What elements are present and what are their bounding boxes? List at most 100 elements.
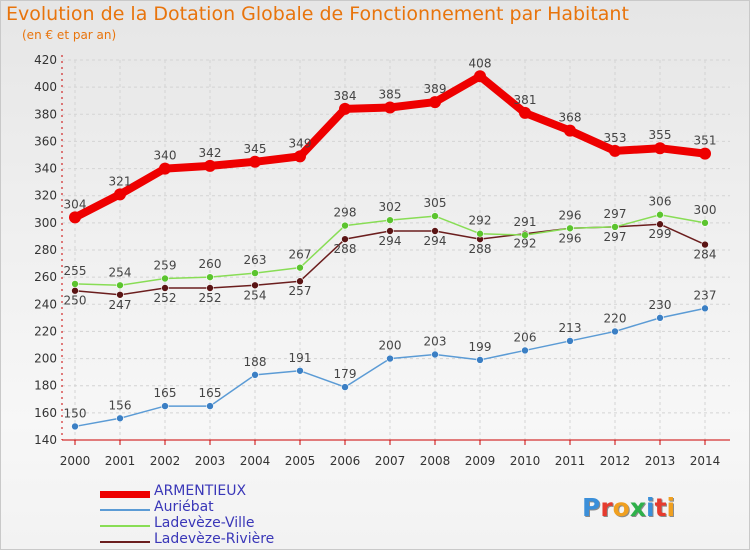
data-point: [384, 101, 396, 114]
x-tick-label: 2009: [465, 454, 496, 468]
data-point: [701, 240, 709, 249]
data-label: 203: [424, 335, 447, 349]
data-point: [611, 223, 619, 231]
legend-label-armentieux: ARMENTIEUX: [154, 483, 247, 499]
data-point: [116, 414, 124, 423]
data-point: [206, 273, 214, 281]
data-point: [564, 124, 576, 137]
data-label: 200: [379, 339, 402, 353]
data-point: [161, 402, 169, 410]
data-label: 206: [514, 330, 537, 344]
y-tick-label: 140: [34, 433, 57, 447]
data-point: [161, 274, 169, 283]
legend-label-auriebat: Auriébat: [154, 499, 214, 515]
x-tick-label: 2007: [375, 454, 406, 468]
y-axis-ticks: 140 160 180 200 220 240 260 280 300 320 340 360 380 4…: [34, 53, 57, 447]
data-point: [519, 106, 531, 119]
data-point: [296, 366, 304, 375]
data-label: 255: [64, 264, 87, 278]
y-tick-label: 360: [34, 134, 57, 148]
data-label: 237: [694, 288, 717, 302]
x-tick-label: 2014: [690, 454, 721, 468]
x-tick-label: 2003: [195, 454, 226, 468]
data-point: [699, 147, 711, 160]
y-tick-label: 180: [34, 379, 57, 393]
data-label: 291: [514, 215, 537, 229]
x-tick-label: 2005: [285, 454, 316, 468]
data-point: [431, 350, 439, 359]
data-point: [476, 356, 484, 364]
y-tick-label: 160: [34, 406, 57, 420]
data-label: 321: [109, 174, 132, 188]
x-tick-label: 2013: [645, 454, 676, 468]
data-label: 384: [334, 89, 357, 103]
y-tick-label: 300: [34, 216, 57, 230]
grid: [62, 59, 730, 441]
data-point: [656, 220, 664, 229]
legend-swatch-auriebat: [100, 509, 150, 511]
data-point: [656, 314, 664, 322]
data-label: 302: [379, 200, 402, 214]
data-label: 288: [469, 242, 492, 256]
data-point: [341, 235, 349, 243]
x-tick-label: 2004: [240, 454, 271, 468]
data-point: [296, 277, 304, 286]
data-label: 355: [649, 128, 672, 142]
data-label: 156: [109, 398, 132, 412]
x-axis-ticks: 2000 2001 2002 2003 2004 2005 2006 2007 2008 2009…: [60, 440, 721, 468]
data-label: 213: [559, 321, 582, 335]
data-point: [521, 231, 529, 239]
data-point: [431, 227, 439, 235]
data-label: 220: [604, 311, 627, 325]
data-point: [206, 284, 214, 292]
data-label: 179: [334, 367, 357, 381]
data-label: 284: [694, 248, 717, 262]
y-tick-label: 260: [34, 270, 57, 284]
data-point: [251, 371, 259, 379]
y-tick-label: 380: [34, 107, 57, 121]
data-point: [71, 422, 79, 431]
data-label: 381: [514, 93, 537, 107]
data-point: [161, 284, 169, 292]
y-tick-label: 240: [34, 297, 57, 311]
y-tick-label: 340: [34, 162, 57, 176]
data-point: [611, 327, 619, 336]
data-label: 368: [559, 111, 582, 125]
data-label: 304: [64, 197, 87, 211]
data-label: 300: [694, 203, 717, 217]
x-tick-label: 2001: [105, 454, 136, 468]
data-label: 296: [559, 208, 582, 222]
data-label: 252: [154, 291, 177, 305]
proxiti-logo: Proxiti: [582, 493, 676, 522]
legend-label-ladeveze-ville: Ladevèze-Ville: [154, 515, 255, 531]
y-tick-label: 200: [34, 352, 57, 366]
data-point: [701, 219, 709, 227]
data-label: 296: [559, 231, 582, 245]
data-point: [341, 383, 349, 391]
x-tick-label: 2012: [600, 454, 631, 468]
data-point: [116, 290, 124, 299]
y-tick-label: 320: [34, 189, 57, 203]
data-point: [116, 281, 124, 290]
data-point: [476, 229, 484, 238]
data-label: 408: [469, 56, 492, 70]
data-label: 263: [244, 253, 267, 267]
data-point: [386, 227, 394, 235]
data-point: [251, 269, 259, 277]
x-tick-label: 2010: [510, 454, 541, 468]
data-label: 165: [154, 386, 177, 400]
data-point: [339, 102, 351, 115]
data-point: [204, 159, 216, 172]
data-label: 165: [199, 386, 222, 400]
data-point: [474, 70, 486, 83]
data-point: [429, 96, 441, 109]
data-point: [341, 221, 349, 230]
y-tick-label: 220: [34, 324, 57, 338]
data-point: [249, 155, 261, 168]
data-point: [114, 188, 126, 201]
data-label: 288: [334, 242, 357, 256]
data-point: [69, 211, 81, 224]
legend-swatch-armentieux: [100, 491, 150, 498]
data-label: 247: [109, 298, 132, 312]
